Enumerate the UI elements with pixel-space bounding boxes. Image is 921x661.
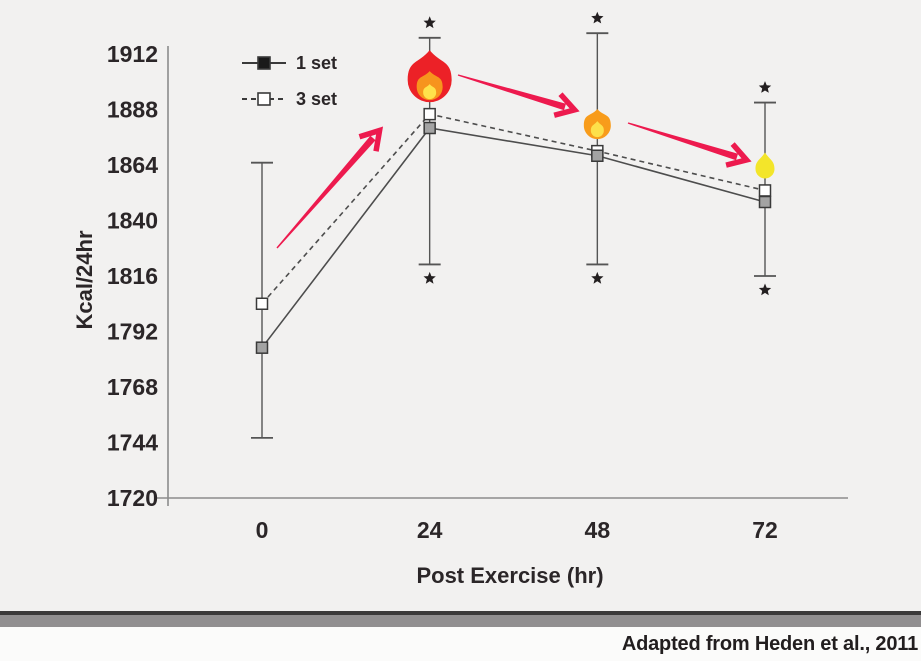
y-tick-label: 1888 (107, 97, 158, 123)
flame-icon-medium (590, 121, 604, 138)
significance-star (423, 271, 436, 284)
y-tick-label: 1816 (107, 263, 158, 289)
series-lines (261, 113, 766, 349)
x-tick-label: 72 (752, 517, 778, 543)
series-line-3set (261, 113, 766, 305)
legend-filled-square-icon (257, 56, 271, 70)
x-tick-label: 0 (256, 517, 269, 543)
trend-arrow-head (358, 126, 384, 152)
marker-1set (255, 341, 269, 354)
series-line-1set (261, 127, 766, 349)
trend-arrow-shaft (627, 122, 739, 161)
trend-arrow-shaft (457, 74, 566, 111)
marker-3set (423, 107, 436, 121)
series-markers (255, 107, 772, 354)
x-tick-label: 48 (585, 517, 611, 543)
legend-label: 3 set (296, 89, 337, 109)
legend-label: 1 set (296, 53, 337, 73)
trend-arrow-shaft (276, 135, 376, 249)
y-tick-label: 1912 (107, 41, 158, 67)
flame-icon-large (423, 84, 437, 100)
y-tick-label: 1840 (107, 208, 158, 234)
trend-arrows (276, 74, 752, 249)
marker-1set (758, 195, 772, 209)
y-axis-title: Kcal/24hr (72, 230, 97, 329)
significance-star (591, 271, 604, 284)
y-tick-label: 1864 (107, 152, 158, 178)
marker-1set (591, 149, 604, 162)
significance-star (758, 283, 772, 296)
y-tick-label: 1768 (107, 374, 158, 400)
axes (156, 46, 848, 506)
y-tick-label: 1792 (107, 319, 158, 345)
marker-1set (423, 121, 436, 135)
x-axis-title: Post Exercise (hr) (416, 563, 603, 588)
y-tick-label: 1720 (107, 485, 158, 511)
divider-bar-gray (0, 615, 921, 627)
significance-star (591, 11, 604, 24)
significance-star (423, 16, 436, 29)
trend-arrow-head (725, 142, 752, 168)
significance-star (758, 81, 772, 93)
x-tick-label: 24 (417, 517, 443, 543)
legend: 1 set 3 set (242, 53, 337, 109)
flame-icon-small (755, 152, 775, 179)
attribution-text: Adapted from Heden et al., 2011 (621, 632, 918, 655)
legend-open-square-icon (257, 92, 271, 106)
divider-bar-dark (0, 611, 921, 615)
trend-arrow-head (553, 92, 580, 118)
significance-stars (423, 11, 772, 296)
flame-icons (407, 50, 775, 179)
axis-labels: 1912 1888 1864 1840 1816 1792 1768 1744 1720 0 24 4… (72, 41, 778, 588)
marker-3set (758, 184, 772, 197)
marker-3set (255, 297, 269, 310)
y-tick-label: 1744 (107, 430, 158, 456)
footer: Adapted from Heden et al., 2011 (0, 627, 921, 661)
